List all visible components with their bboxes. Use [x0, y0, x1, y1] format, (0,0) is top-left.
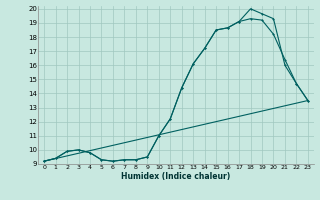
- X-axis label: Humidex (Indice chaleur): Humidex (Indice chaleur): [121, 172, 231, 181]
